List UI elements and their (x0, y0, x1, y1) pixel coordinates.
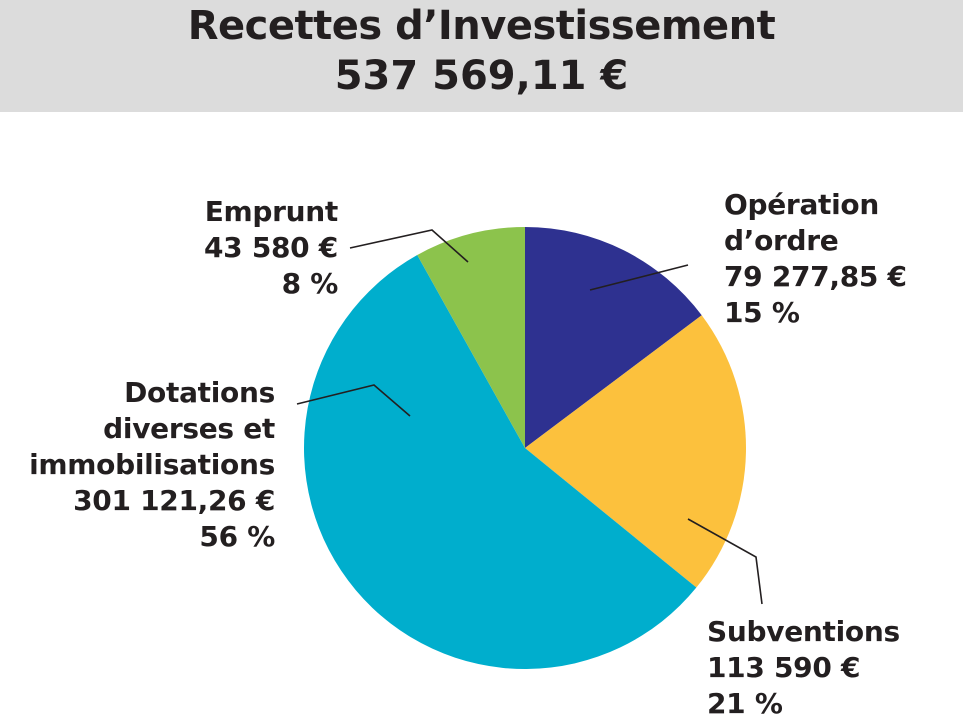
slice-label-dotations-value: 301 121,26 € (73, 484, 275, 517)
slice-label-dotations-name-1: Dotations (124, 376, 275, 409)
slice-label-operation-value: 79 277,85 € (724, 260, 907, 293)
pie-slice-3 (417, 227, 525, 448)
pie-slice-1 (525, 315, 747, 588)
slice-label-dotations-name-3: immobilisations (29, 448, 275, 481)
leader-line-emprunt (349, 229, 469, 263)
pie-slice-2 (303, 255, 697, 670)
slice-label-subventions-name: Subventions (707, 615, 900, 648)
chart-header: Recettes d’Investissement 537 569,11 € (0, 0, 963, 112)
slice-label-dotations-name-2: diverses et (103, 412, 275, 445)
pie-slices (303, 227, 747, 670)
slice-label-subventions: Subventions 113 590 € 21 % (707, 614, 900, 722)
slice-label-operation-percent: 15 % (724, 296, 800, 329)
chart-total: 537 569,11 € (334, 53, 629, 99)
slice-label-emprunt: Emprunt 43 580 € 8 % (204, 194, 338, 302)
slice-label-dotations: Dotations diverses et immobilisations 30… (29, 375, 275, 555)
leader-line-operation (589, 264, 689, 291)
slice-label-operation-name-2: d’ordre (724, 224, 839, 257)
slice-label-operation: Opération d’ordre 79 277,85 € 15 % (724, 187, 907, 331)
slice-label-dotations-percent: 56 % (199, 520, 275, 553)
pie-slice-0 (525, 227, 702, 448)
slice-label-emprunt-percent: 8 % (281, 267, 339, 300)
slice-label-operation-name-1: Opération (724, 188, 879, 221)
slice-label-subventions-percent: 21 % (707, 687, 783, 720)
leader-line-subventions (687, 518, 763, 605)
slice-label-emprunt-value: 43 580 € (204, 231, 338, 264)
slice-label-subventions-value: 113 590 € (707, 651, 861, 684)
leader-lines (296, 229, 763, 605)
chart-title: Recettes d’Investissement (187, 3, 776, 49)
slice-label-emprunt-name: Emprunt (204, 195, 339, 228)
leader-line-dotations (296, 384, 411, 417)
